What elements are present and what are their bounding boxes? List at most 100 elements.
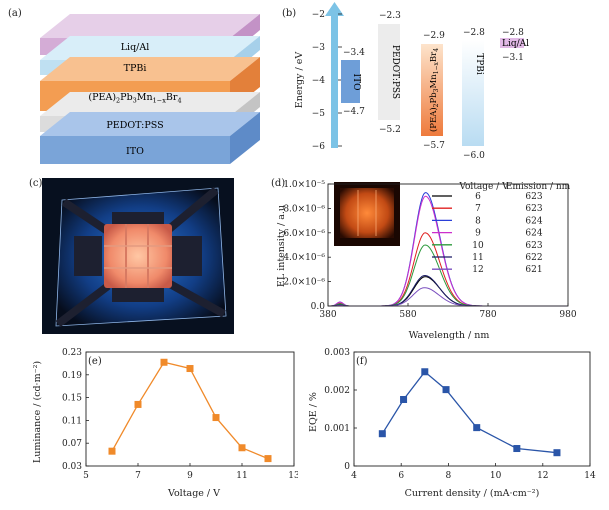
level-perovskite xyxy=(421,44,443,136)
level-perovskite-name: (PEA)2Pb3Mn1−xBr4 xyxy=(428,48,440,132)
d-xlabel: Wavelength / nm xyxy=(409,330,490,341)
energy-axis-arrowhead xyxy=(325,2,344,16)
photo-left-electrode xyxy=(74,236,102,276)
photo-diag-2 xyxy=(165,186,219,234)
panel-b-label: (b) xyxy=(282,8,297,19)
d-legend-emission-7: 623 xyxy=(525,204,542,214)
d-inset-photo xyxy=(334,182,400,246)
d-legend-voltage-11: 11 xyxy=(472,253,483,263)
d-ytick-label: 2.0×10⁻⁶ xyxy=(283,278,325,288)
energy-diagram: −2 −3 −4 −5 −6 Energy / eV ITO −3.4 −4.7… xyxy=(294,2,529,161)
level-liq-al-name: Liq/Al xyxy=(502,39,529,49)
f-xtick-label: 12 xyxy=(537,471,548,481)
e-ytick-label: 0.07 xyxy=(62,439,82,449)
d-ylabel: EL intensity / a.u xyxy=(276,205,287,287)
level-tpbi xyxy=(462,40,484,146)
layer-label-liq-al: Liq/Al xyxy=(121,42,150,53)
d-ytick-label: 6.0×10⁻⁶ xyxy=(283,229,325,239)
d-xtick-label: 380 xyxy=(319,310,336,320)
perov-sub-1x: 1−x xyxy=(153,97,167,105)
perov-sub-3: 3 xyxy=(133,97,137,105)
e-ytick-label: 0.11 xyxy=(62,416,82,426)
energy-tick-label-5: −5 xyxy=(312,109,326,119)
photo-diag-4 xyxy=(168,280,226,318)
f-point-0 xyxy=(378,430,386,438)
d-ytick-label: 4.0×10⁻⁶ xyxy=(283,253,325,263)
e-line xyxy=(111,361,269,460)
e-xtick-label: 11 xyxy=(236,471,247,481)
d-legend-voltage-9: 9 xyxy=(475,229,481,239)
f-point-2 xyxy=(421,368,429,376)
photo-right-electrode xyxy=(170,236,202,276)
d-series-12-line xyxy=(328,287,568,307)
level-pedot-top: −2.3 xyxy=(379,11,401,21)
layer-liq-al-top xyxy=(40,14,260,38)
level-liq-al-bottom: −3.1 xyxy=(502,53,524,63)
layer-label-tpbi: TPBi xyxy=(124,63,147,74)
panel-c-label: (c) xyxy=(29,178,43,189)
device-photo-illustration xyxy=(42,178,234,334)
panel-e-label: (e) xyxy=(88,356,102,367)
perov-part-mn: Mn xyxy=(137,92,153,103)
f-ytick-label: 0 xyxy=(344,462,350,472)
level-liq-al xyxy=(500,38,524,48)
panel-a-label: (a) xyxy=(8,8,22,19)
e-xtick-label: 9 xyxy=(187,471,193,481)
d-legend-emission-6: 623 xyxy=(525,192,542,202)
photo-diag-3 xyxy=(55,282,111,328)
perov-sub-2: 2 xyxy=(116,97,120,105)
d-legend-voltage-7: 7 xyxy=(475,204,481,214)
level-pedot-name: PEDOT:PSS xyxy=(390,45,400,99)
perov-part-pea: (PEA) xyxy=(88,92,116,103)
d-ytick-label: 8.0×10⁻⁶ xyxy=(283,204,325,214)
panel-f-label: (f) xyxy=(356,356,368,367)
d-legend-emission-10: 623 xyxy=(525,241,542,251)
d-legend-emission-12: 621 xyxy=(525,265,542,275)
energy-tick-label-2: −2 xyxy=(312,10,325,20)
perov-sub-4: 4 xyxy=(177,97,181,105)
f-ylabel: EQE / % xyxy=(308,392,319,432)
layer-ito-front xyxy=(40,136,230,164)
f-line xyxy=(381,370,558,454)
perov-part-br: Br xyxy=(166,92,178,103)
level-perovskite-top: −2.9 xyxy=(423,31,445,41)
layer-perovskite-top xyxy=(40,57,260,81)
e-point-5 xyxy=(238,444,246,452)
energy-axis-label: Energy / eV xyxy=(294,52,305,109)
d-frame xyxy=(327,183,569,307)
f-ytick-label: 0.003 xyxy=(324,348,350,358)
e-xlabel: Voltage / V xyxy=(167,488,220,499)
d-legend-header-voltage: Voltage / V xyxy=(458,182,509,192)
level-ito-top: −3.4 xyxy=(343,48,365,58)
f-point-1 xyxy=(400,396,408,403)
e-point-0 xyxy=(108,447,116,455)
d-legend-header-emission: Emission / nm xyxy=(506,182,571,192)
d-ytick-label: 0.0 xyxy=(311,302,326,312)
e-ytick-label: 0.03 xyxy=(62,462,82,472)
d-inset-glow xyxy=(340,188,394,238)
e-point-2 xyxy=(160,358,168,366)
level-liq-al-top: −2.8 xyxy=(502,28,524,38)
luminance-chart: 5 7 9 11 13 0.03 0.07 0.11 0.15 0.19 0.23 Voltage … xyxy=(32,348,298,499)
level-pedot-bottom: −5.2 xyxy=(379,125,401,135)
energy-tick-label-6: −6 xyxy=(312,142,326,152)
level-tpbi-top: −2.8 xyxy=(463,28,485,38)
e-point-1 xyxy=(134,400,142,408)
e-point-4 xyxy=(212,414,220,422)
level-perovskite-bottom: −5.7 xyxy=(423,141,445,151)
layer-pedot-top xyxy=(40,92,260,116)
panel-b: (b) −2 −3 −4 −5 −6 Energy / eV ITO −3.4 … xyxy=(280,0,609,172)
e-ylabel: Luminance / (cd·m⁻²) xyxy=(32,361,43,463)
f-xlabel: Current density / (mA·cm⁻²) xyxy=(405,488,540,499)
layer-ito-top xyxy=(40,112,260,136)
layer-ito-side xyxy=(230,112,260,164)
level-tpbi-bottom: −6.0 xyxy=(463,151,485,161)
level-ito-name: ITO xyxy=(351,74,361,91)
layer-tpbi-top xyxy=(40,36,260,60)
d-legend-voltage-8: 8 xyxy=(475,216,481,226)
energy-tick-label-4: −4 xyxy=(312,76,326,86)
d-ytick-label: 1.0×10⁻⁵ xyxy=(283,180,325,190)
f-xtick-label: 14 xyxy=(584,471,596,481)
el-spectra-chart: Wavelength / nm EL intensity / a.u 380 58… xyxy=(276,180,576,341)
energy-tick-label-3: −3 xyxy=(312,43,326,53)
